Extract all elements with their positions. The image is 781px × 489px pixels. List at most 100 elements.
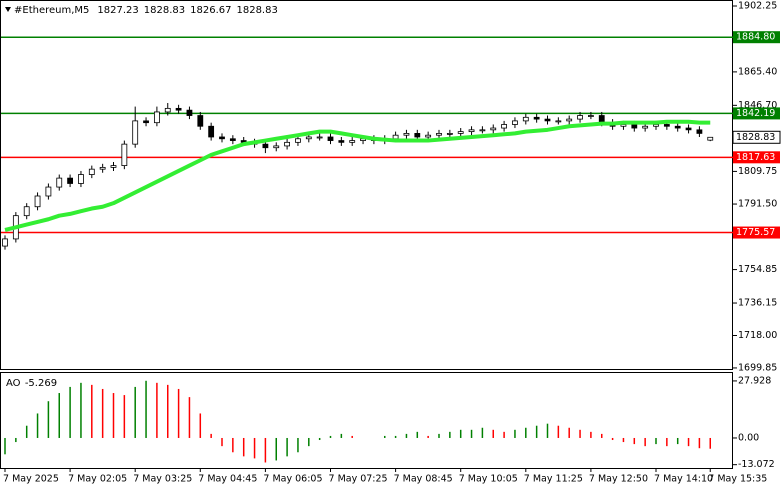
x-tick-label: 7 May 06:05: [263, 474, 322, 485]
price-box: [732, 130, 781, 144]
level-box: [733, 151, 780, 164]
candle-body: [696, 129, 703, 134]
candle-body: [67, 177, 73, 184]
candle-body: [446, 133, 453, 135]
candle-body: [642, 125, 649, 129]
y-tick-label: 1865.40: [738, 66, 777, 77]
level-label: 1842.19: [736, 108, 775, 119]
price-label: 1828.83: [736, 132, 775, 143]
candle-body: [436, 133, 442, 136]
ao-name: AO: [6, 378, 21, 389]
moving-average: [4, 119, 711, 232]
candle-body: [273, 145, 280, 149]
candle-body: [544, 118, 551, 122]
x-tick-label: 7 May 03:25: [133, 474, 192, 485]
ao-tick-label: -13.072: [738, 459, 775, 470]
y-tick-label: 1699.85: [738, 362, 777, 373]
candle-body: [132, 120, 139, 145]
ohlc-open: 1827.23: [97, 5, 138, 16]
candle-body: [78, 174, 84, 184]
x-tick-label: 7 May 10:05: [459, 474, 518, 485]
main-panel: [0, 0, 733, 370]
candle-body: [555, 120, 562, 123]
level-label: 1775.57: [736, 227, 775, 238]
candle-body: [501, 124, 508, 129]
candle-body: [186, 109, 193, 116]
y-tick-label: 1791.50: [738, 199, 777, 210]
x-tick-label: 7 May 12:50: [589, 474, 648, 485]
candle-body: [197, 115, 204, 127]
candle-body: [414, 133, 421, 138]
ohlc-low: 1826.67: [190, 5, 231, 16]
candle-body: [533, 116, 540, 120]
candle-body: [392, 134, 399, 140]
candle-body: [685, 127, 692, 131]
candle-body: [305, 136, 312, 140]
candle-body: [631, 124, 638, 129]
candle-body: [577, 115, 583, 120]
x-tick-label: 7 May 2025: [3, 474, 59, 485]
candle-body: [164, 107, 171, 113]
symbol: #Ethereum,M5: [14, 5, 89, 16]
candle-body: [566, 118, 573, 122]
candle-body: [153, 111, 160, 124]
candle-body: [110, 165, 117, 168]
candle-body: [403, 133, 410, 136]
candle-body: [45, 186, 52, 197]
candle-body: [653, 124, 659, 127]
ao-header: AO -5.269: [6, 378, 57, 389]
y-tick-label: 1718.00: [738, 330, 777, 341]
candle-body: [284, 141, 291, 147]
candle-body: [316, 136, 323, 139]
candle-body: [2, 238, 8, 247]
level-box: [733, 31, 780, 44]
candle-body: [490, 127, 497, 131]
candle-body: [457, 131, 464, 134]
ao-tick-label: 0.00: [738, 432, 759, 443]
candle-body: [175, 107, 182, 111]
chart-header: #Ethereum,M5 1827.23 1828.83 1826.67 1828.83: [14, 5, 278, 16]
x-tick-label: 7 May 11:25: [524, 474, 583, 485]
candle-body: [479, 129, 486, 132]
candle-body: [349, 140, 356, 143]
y-tick-label: 1846.70: [738, 100, 777, 111]
candle-body: [522, 116, 529, 122]
candle-body: [295, 138, 301, 143]
ohlc-high: 1828.83: [144, 5, 185, 16]
level-box: [733, 226, 780, 239]
ao-tick-label: 27.928: [738, 375, 771, 386]
candle-body: [588, 115, 594, 117]
y-tick-label: 1754.85: [738, 264, 777, 275]
level-label: 1817.63: [736, 152, 775, 163]
candle-body: [262, 143, 269, 149]
dropdown-icon: [5, 7, 11, 12]
y-tick-label: 1736.15: [738, 298, 777, 309]
level-label: 1884.80: [736, 32, 775, 43]
candle-body: [674, 125, 681, 129]
x-tick-label: 7 May 07:25: [329, 474, 388, 485]
level-box: [733, 107, 780, 120]
y-tick-label: 1902.25: [738, 0, 777, 11]
candle-body: [229, 138, 236, 141]
candle-body: [56, 177, 63, 188]
candle-body: [143, 120, 149, 124]
candle-body: [512, 120, 518, 125]
ao-panel: [0, 372, 733, 469]
candle-body: [23, 206, 30, 217]
candle-body: [327, 136, 334, 141]
candle-body: [99, 166, 106, 170]
y-tick-label: 1809.75: [738, 166, 777, 177]
candle-body: [208, 125, 215, 138]
x-tick-label: 7 May 04:45: [198, 474, 257, 485]
x-tick-label: 7 May 14:10: [654, 474, 713, 485]
candle-body: [707, 136, 714, 141]
x-tick-label: 7 May 02:05: [68, 474, 127, 485]
ao-value: -5.269: [25, 378, 57, 389]
candle-body: [121, 143, 128, 166]
candle-body: [425, 134, 432, 138]
candle-body: [88, 168, 95, 175]
candle-body: [219, 136, 225, 140]
candle-body: [663, 124, 670, 127]
x-tick-label: 7 May 15:35: [708, 474, 767, 485]
